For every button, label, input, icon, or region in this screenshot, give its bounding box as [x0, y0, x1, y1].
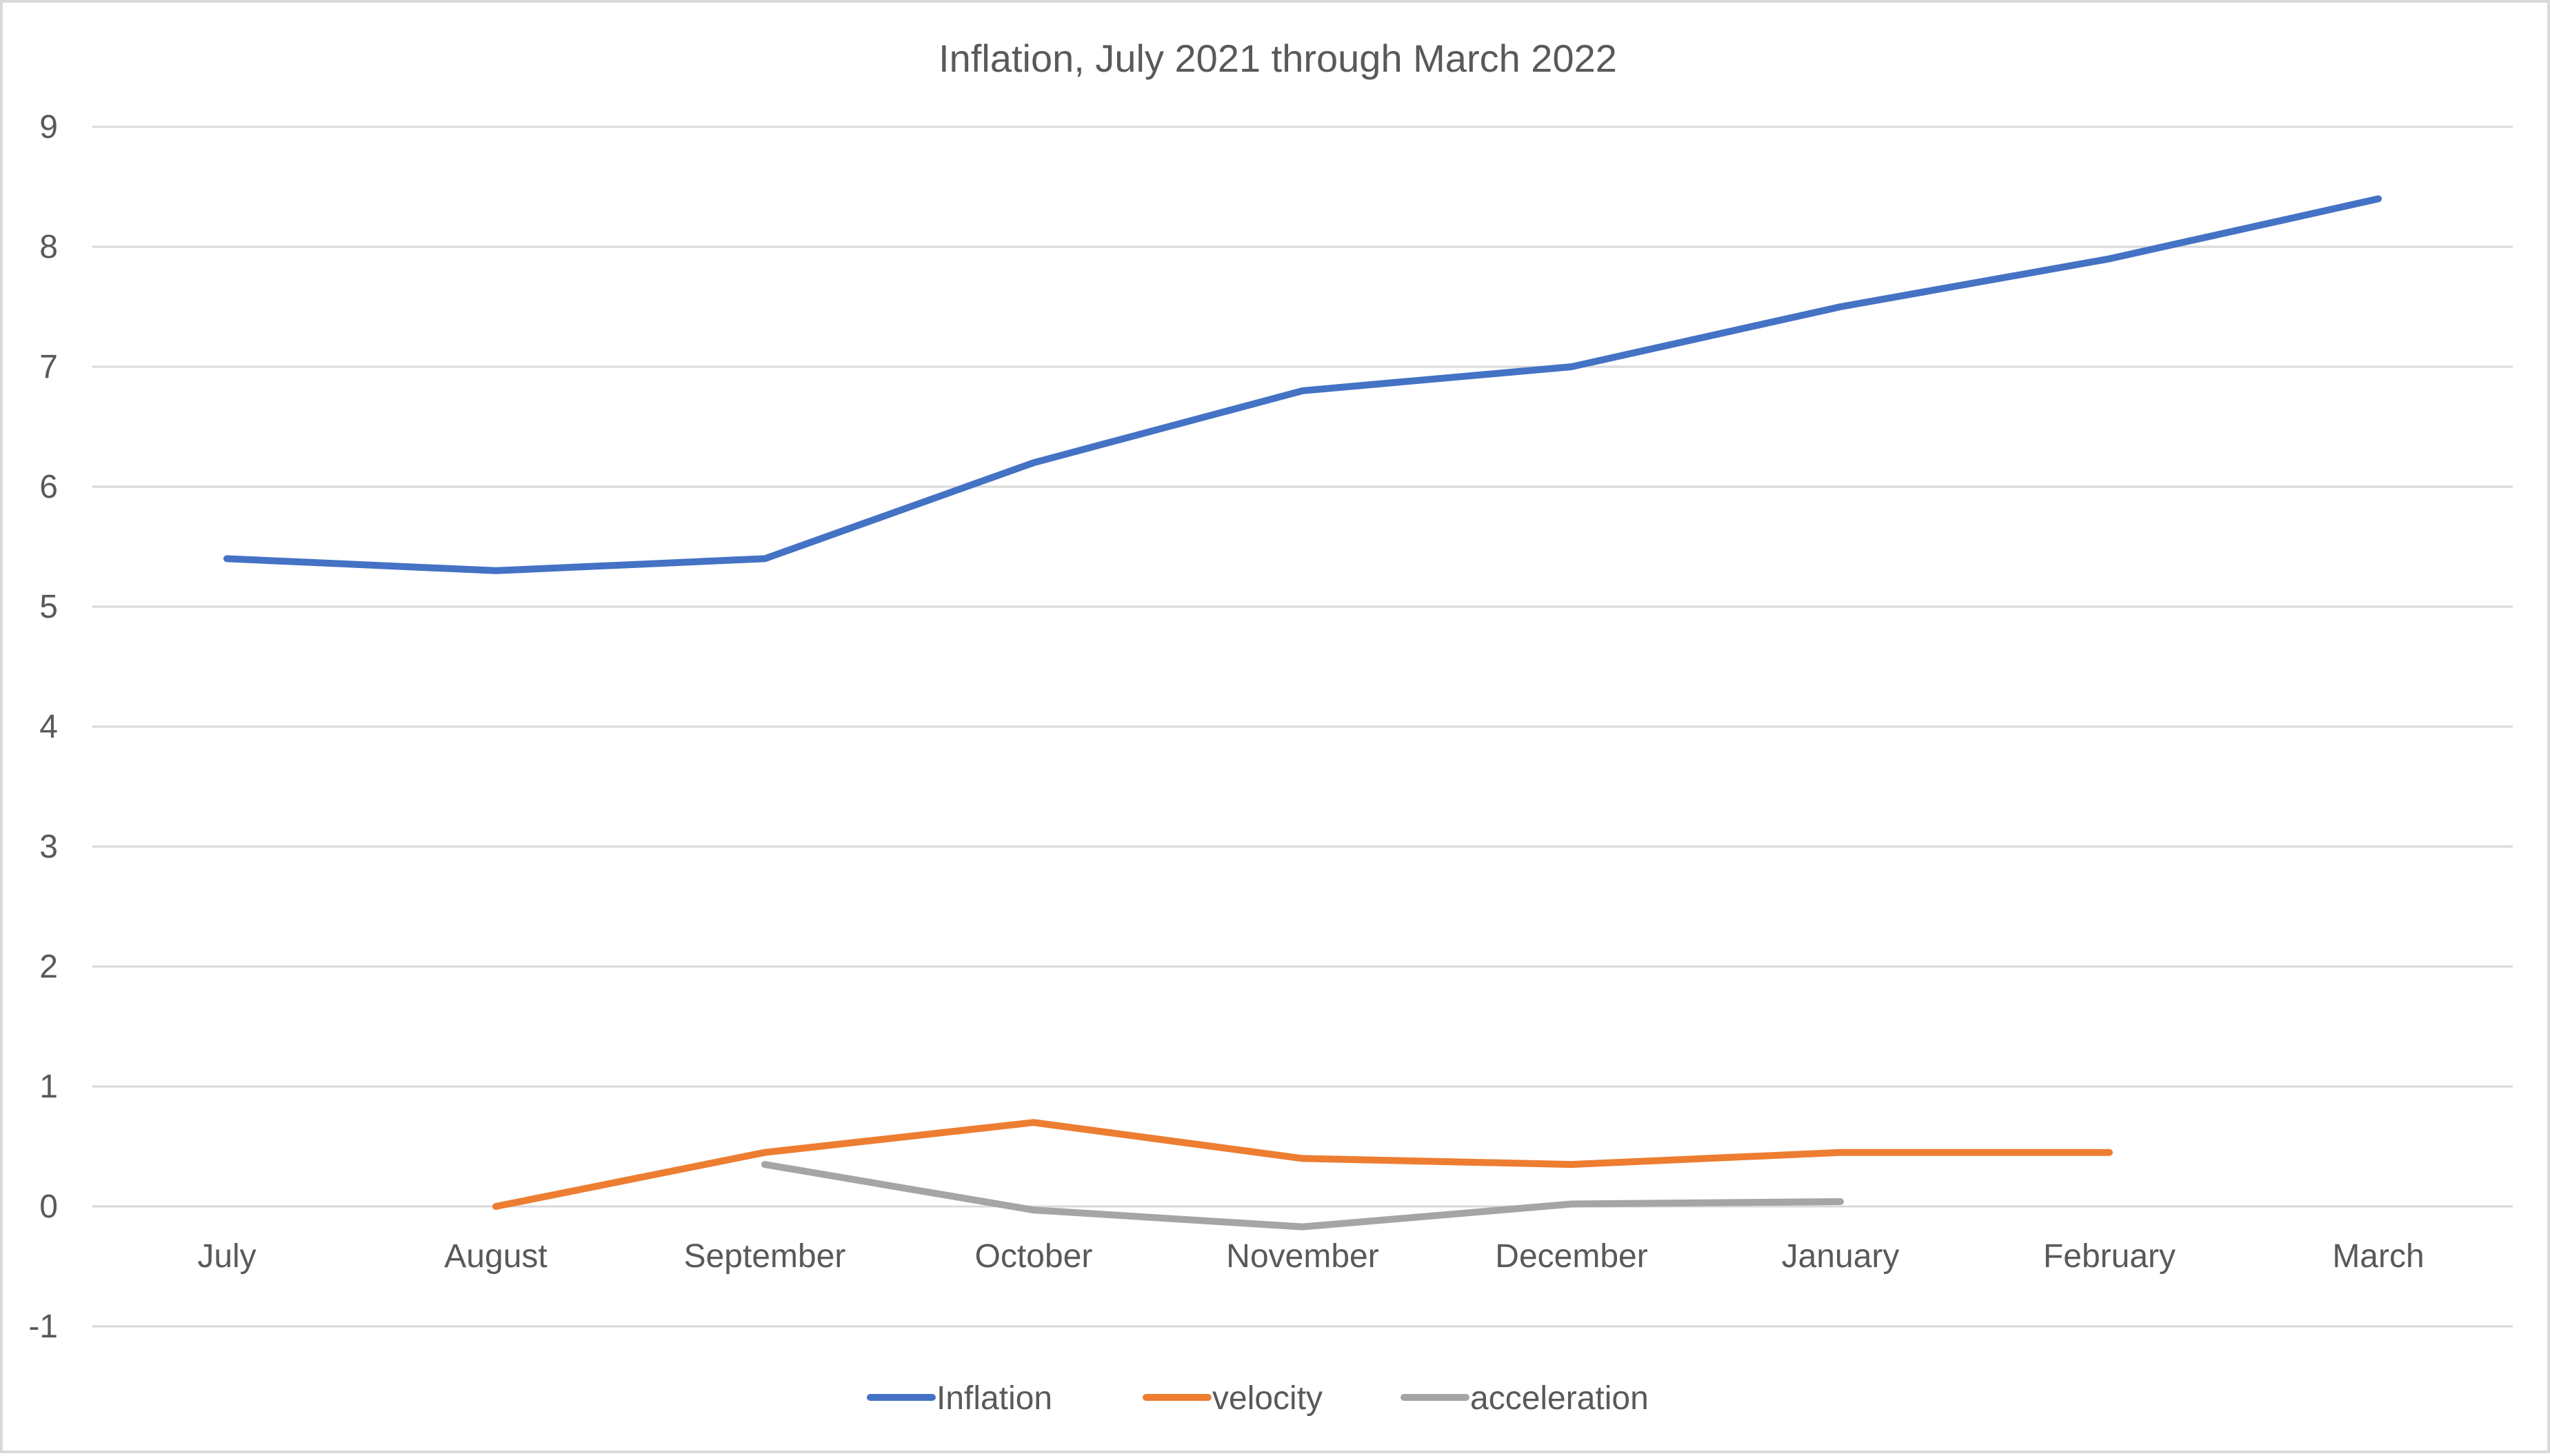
x-tick-label: January	[1782, 1238, 1900, 1275]
series-line-inflation	[223, 195, 2382, 574]
series-line-velocity	[492, 1119, 2113, 1210]
y-tick-label: 7	[39, 349, 58, 385]
legend-label: Inflation	[936, 1380, 1052, 1417]
y-tick-label: -1	[28, 1308, 58, 1345]
y-tick-label: 9	[39, 109, 58, 145]
legend-item-acceleration: acceleration	[1401, 1380, 1649, 1417]
y-tick-label: 2	[39, 949, 58, 985]
y-tick-label: 0	[39, 1189, 58, 1225]
x-tick-label: August	[444, 1238, 547, 1275]
series-lines	[223, 195, 2382, 1231]
x-tick-label: September	[684, 1238, 846, 1275]
x-tick-label: November	[1226, 1238, 1378, 1275]
x-tick-label: July	[197, 1238, 256, 1275]
x-tick-label: December	[1495, 1238, 1647, 1275]
x-axis-tick-labels: July August September October November Decemb…	[197, 1238, 2424, 1275]
y-tick-label: 1	[39, 1069, 58, 1105]
y-axis-tick-labels: -1 0 1 2 3 4 5 6 7 8 9	[28, 109, 58, 1345]
legend: Inflation velocity acceleration	[867, 1380, 1649, 1417]
x-tick-label: October	[975, 1238, 1093, 1275]
legend-label: velocity	[1212, 1380, 1323, 1417]
y-tick-label: 5	[39, 589, 58, 625]
legend-label: acceleration	[1470, 1380, 1649, 1417]
series-line-acceleration	[761, 1161, 1844, 1231]
x-tick-label: February	[2043, 1238, 2176, 1275]
gridlines	[92, 125, 2513, 1328]
legend-item-inflation: Inflation	[867, 1380, 1052, 1417]
x-tick-label: March	[2332, 1238, 2424, 1275]
y-tick-label: 6	[39, 469, 58, 505]
legend-item-velocity: velocity	[1143, 1380, 1323, 1417]
chart-title: Inflation, July 2021 through March 2022	[938, 37, 1617, 80]
line-chart: Inflation, July 2021 through March 2022 …	[28, 37, 2513, 1417]
y-tick-label: 4	[39, 709, 58, 745]
y-tick-label: 3	[39, 829, 58, 865]
y-tick-label: 8	[39, 229, 58, 265]
